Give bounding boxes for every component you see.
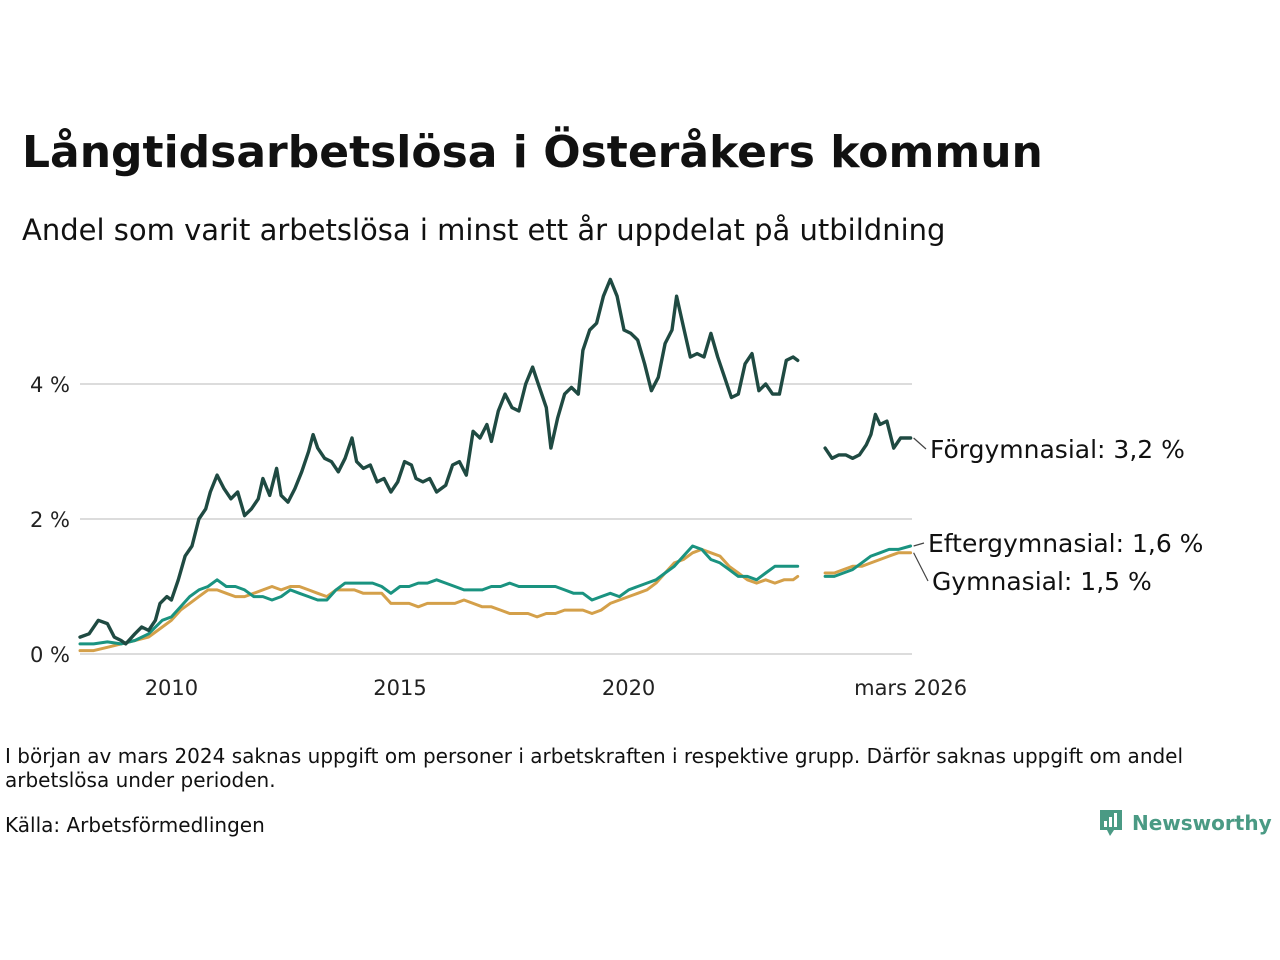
series-line-forgymnasial-before-gap — [78, 277, 800, 646]
series-line-forgymnasial-after-gap — [823, 412, 913, 460]
footnote: I början av mars 2024 saknas uppgift om … — [5, 744, 1184, 792]
y-axis-ticks: 0 % 2 % 4 % — [30, 373, 70, 667]
chart-title: Långtidsarbetslösa i Österåkers kommun — [22, 127, 1043, 178]
y-tick-label: 2 % — [30, 508, 70, 532]
newsworthy-logo: Newsworthy — [1098, 808, 1272, 838]
series-line-gymnasial-after-gap — [823, 551, 913, 575]
gridlines — [80, 383, 912, 655]
line-chart: 0 % 2 % 4 % 2010 2015 2020 mars 2026 Gymnasia… — [30, 277, 1203, 700]
newsworthy-logo-icon — [1100, 810, 1122, 836]
y-tick-label: 4 % — [30, 373, 70, 397]
series-line-eftergymnasial-after-gap — [823, 544, 913, 578]
series-line-gymnasial-before-gap — [78, 547, 800, 653]
end-label-gymnasial: Gymnasial: 1,5 % — [932, 567, 1152, 596]
series-lines — [78, 277, 913, 653]
x-tick-label: 2020 — [602, 676, 655, 700]
leader-line-gymnasial — [913, 552, 929, 582]
series-line-eftergymnasial-before-gap — [78, 544, 800, 646]
y-tick-label: 0 % — [30, 643, 70, 667]
series-end-labels: Gymnasial: 1,5 % Eftergymnasial: 1,6 % För… — [913, 435, 1203, 596]
source-note: Källa: Arbetsförmedlingen — [5, 813, 265, 837]
x-tick-label: 2010 — [145, 676, 198, 700]
end-label-forgymnasial: Förgymnasial: 3,2 % — [930, 435, 1185, 464]
leader-line-eftergymnasial — [913, 542, 925, 547]
newsworthy-logo-text: Newsworthy — [1132, 811, 1272, 835]
x-axis-ticks: 2010 2015 2020 mars 2026 — [145, 676, 967, 700]
x-tick-label: mars 2026 — [854, 676, 967, 700]
leader-line-forgymnasial — [913, 437, 927, 450]
end-label-eftergymnasial: Eftergymnasial: 1,6 % — [928, 529, 1203, 558]
x-tick-label: 2015 — [373, 676, 426, 700]
chart-subtitle: Andel som varit arbetslösa i minst ett å… — [22, 213, 946, 247]
